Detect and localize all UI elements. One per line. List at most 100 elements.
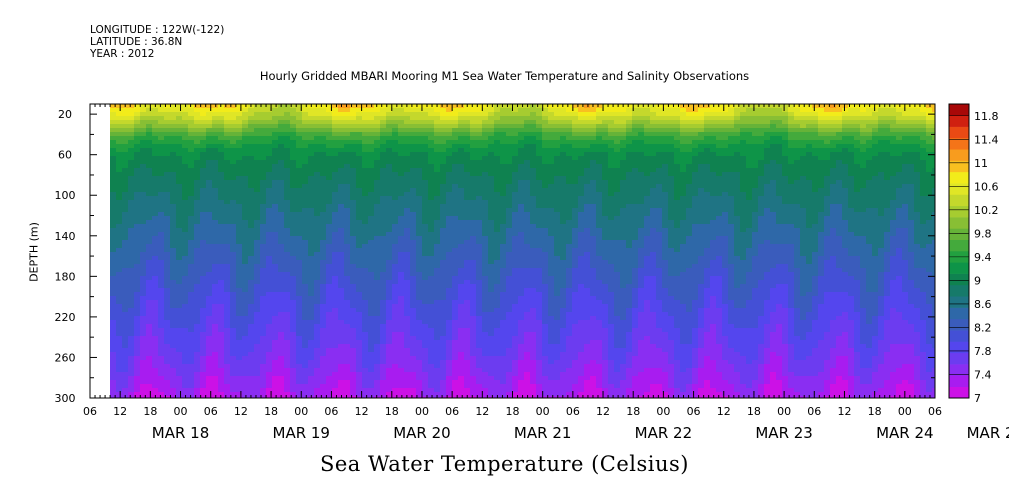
data-cell <box>266 376 273 381</box>
data-cell <box>224 196 231 201</box>
data-cell <box>200 224 207 229</box>
data-cell <box>368 180 375 185</box>
data-cell <box>452 108 459 113</box>
data-cell <box>302 272 309 277</box>
data-cell <box>410 380 417 385</box>
data-cell <box>452 368 459 373</box>
data-cell <box>182 348 189 353</box>
data-cell <box>296 336 303 341</box>
data-cell <box>248 180 255 185</box>
data-cell <box>458 324 465 329</box>
data-cell <box>404 108 411 113</box>
data-cell <box>194 224 201 229</box>
data-cell <box>158 368 165 373</box>
data-cell <box>356 112 363 117</box>
data-cell <box>374 196 381 201</box>
data-cell <box>152 260 159 265</box>
data-cell <box>140 292 147 297</box>
data-cell <box>344 388 351 393</box>
data-cell <box>404 276 411 281</box>
data-cell <box>158 116 165 121</box>
data-cell <box>164 312 171 317</box>
data-cell <box>158 264 165 269</box>
data-cell <box>506 180 513 185</box>
data-cell <box>284 104 291 109</box>
data-cell <box>182 124 189 129</box>
data-cell <box>440 168 447 173</box>
data-cell <box>422 156 429 161</box>
data-cell <box>338 224 345 229</box>
data-cell <box>164 144 171 149</box>
data-cell <box>116 276 123 281</box>
data-cell <box>116 232 123 237</box>
data-cell <box>140 120 147 125</box>
data-cell <box>290 268 297 273</box>
data-cell <box>272 344 279 349</box>
data-cell <box>476 336 483 341</box>
data-cell <box>470 184 477 189</box>
data-cell <box>158 284 165 289</box>
data-cell <box>224 164 231 169</box>
data-cell <box>128 304 135 309</box>
data-cell <box>446 292 453 297</box>
data-cell <box>128 144 135 149</box>
data-cell <box>458 192 465 197</box>
data-cell <box>164 168 171 173</box>
data-cell <box>122 388 129 393</box>
data-cell <box>266 276 273 281</box>
data-cell <box>380 116 387 121</box>
data-cell <box>494 140 501 145</box>
data-cell <box>284 300 291 305</box>
data-cell <box>302 232 309 237</box>
data-cell <box>224 312 231 317</box>
data-cell <box>152 156 159 161</box>
data-cell <box>386 260 393 265</box>
data-cell <box>398 164 405 169</box>
data-cell <box>194 192 201 197</box>
data-cell <box>428 136 435 141</box>
data-cell <box>470 368 477 373</box>
data-cell <box>446 300 453 305</box>
data-cell <box>458 240 465 245</box>
data-cell <box>494 328 501 333</box>
data-cell <box>320 248 327 253</box>
data-cell <box>368 252 375 257</box>
data-cell <box>476 176 483 181</box>
data-cell <box>140 272 147 277</box>
data-cell <box>128 276 135 281</box>
data-cell <box>230 384 237 389</box>
data-cell <box>146 380 153 385</box>
data-cell <box>242 288 249 293</box>
data-cell <box>500 336 507 341</box>
data-cell <box>230 216 237 221</box>
data-cell <box>506 320 513 325</box>
data-cell <box>332 148 339 153</box>
data-cell <box>140 376 147 381</box>
data-cell <box>152 136 159 141</box>
data-cell <box>248 236 255 241</box>
data-cell <box>428 208 435 213</box>
data-cell <box>308 320 315 325</box>
data-cell <box>260 136 267 141</box>
data-cell <box>290 364 297 369</box>
data-cell <box>140 168 147 173</box>
data-cell <box>230 232 237 237</box>
data-cell <box>212 172 219 177</box>
data-cell <box>206 296 213 301</box>
data-cell <box>464 380 471 385</box>
data-cell <box>434 128 441 133</box>
data-cell <box>260 120 267 125</box>
data-cell <box>452 372 459 377</box>
data-cell <box>254 212 261 217</box>
data-cell <box>404 300 411 305</box>
data-cell <box>170 176 177 181</box>
data-cell <box>194 124 201 129</box>
data-cell <box>218 324 225 329</box>
data-cell <box>410 280 417 285</box>
data-cell <box>350 200 357 205</box>
data-cell <box>296 392 303 397</box>
data-cell <box>284 356 291 361</box>
data-cell <box>422 220 429 225</box>
data-cell <box>494 368 501 373</box>
